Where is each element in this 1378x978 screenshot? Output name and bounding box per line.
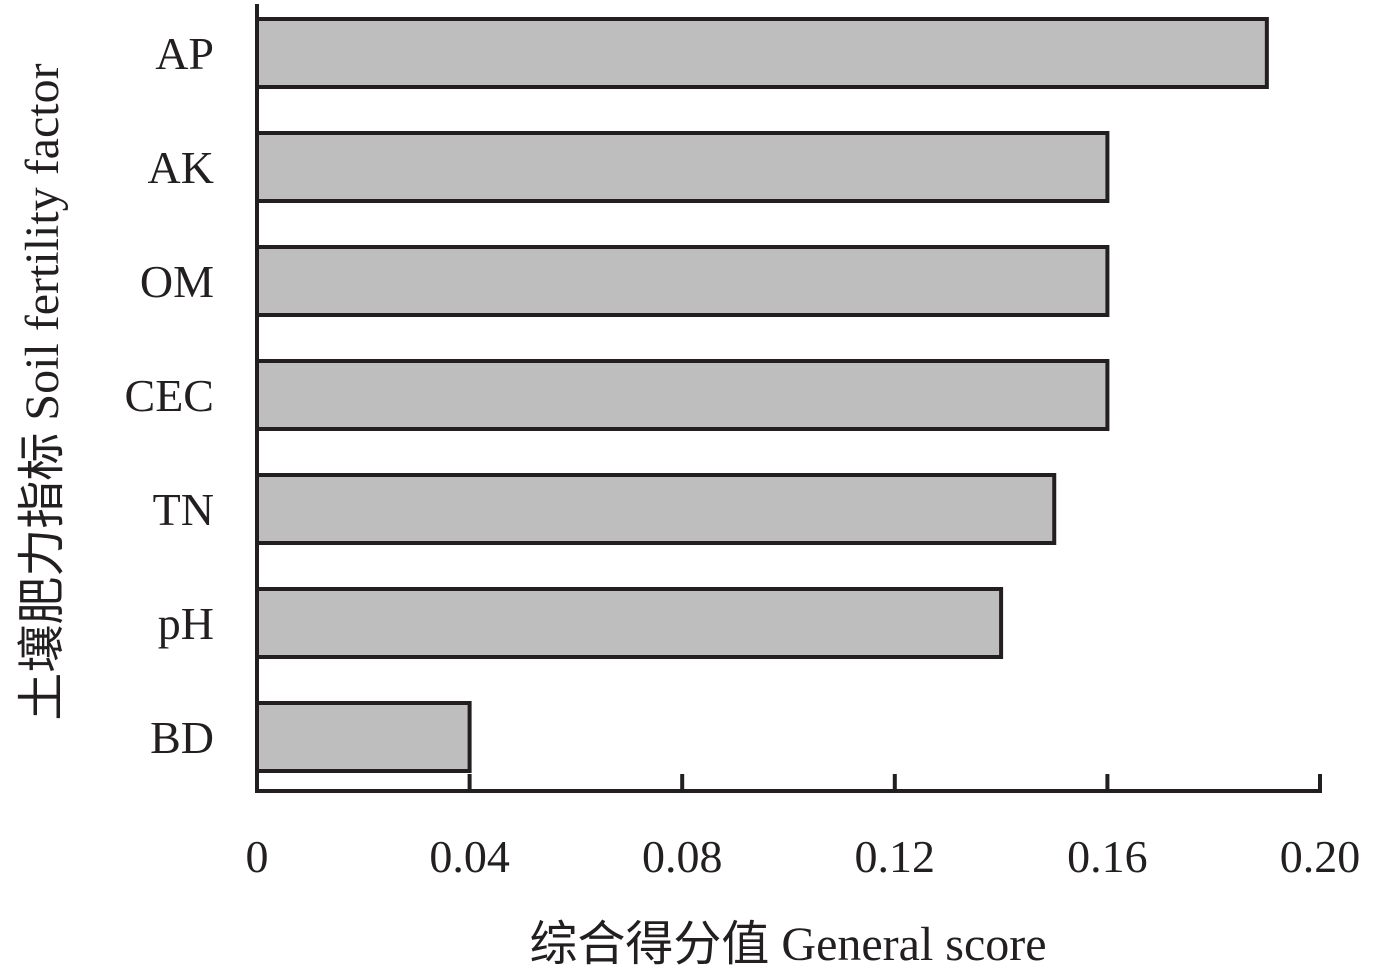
x-ticks-group: 0 0.04 0.08 0.12 0.16 0.20: [246, 774, 1361, 882]
bar-ph: [255, 587, 1004, 659]
x-axis-title: 综合得分值 General score: [529, 918, 1046, 971]
y-tick-label-ph: pH: [158, 598, 214, 649]
bar-ap: [255, 17, 1269, 89]
y-tick-label-bd: BD: [150, 712, 214, 763]
x-tick-label: 0.16: [1067, 831, 1148, 882]
bar-cec: [255, 359, 1110, 431]
bar-om: [255, 245, 1110, 317]
y-axis-title: 土壤肥力指标 Soil fertility factor: [16, 63, 69, 720]
bar-bd: [255, 701, 472, 773]
x-tick-label: 0.20: [1280, 831, 1361, 882]
bar-tn: [255, 473, 1057, 545]
y-tick-label-ak: AK: [148, 142, 214, 193]
y-tick-label-cec: CEC: [125, 370, 214, 421]
x-tick-label: 0.04: [429, 831, 510, 882]
axes-group: [255, 4, 1322, 793]
y-tick-label-ap: AP: [155, 28, 214, 79]
y-tick-label-tn: TN: [153, 484, 214, 535]
y-tick-label-om: OM: [140, 256, 214, 307]
bars-group: [255, 17, 1269, 773]
x-tick-label: 0.08: [642, 831, 723, 882]
y-tick-labels-group: AP AK OM CEC TN pH BD: [125, 28, 214, 763]
x-tick-label: 0.12: [855, 831, 936, 882]
x-tick-label: 0: [246, 831, 269, 882]
bar-ak: [255, 131, 1110, 203]
